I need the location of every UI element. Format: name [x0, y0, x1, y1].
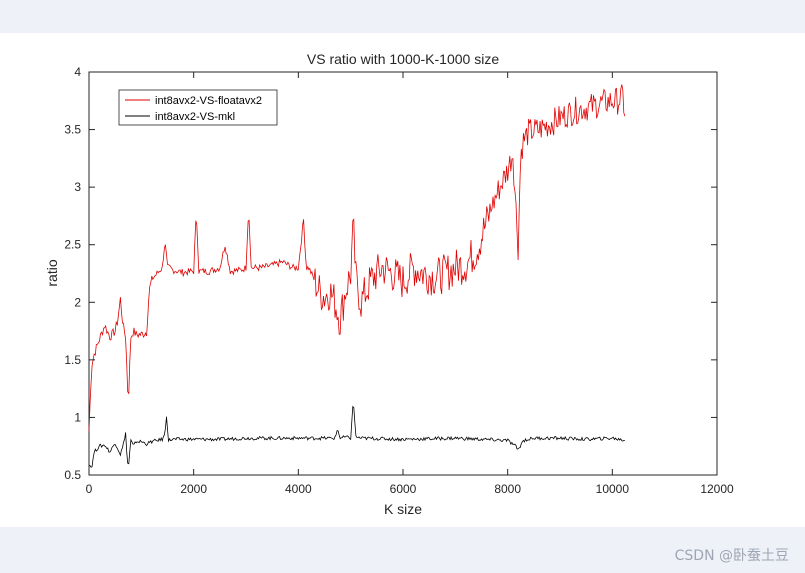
y-tick-label: 1.5	[64, 353, 81, 367]
figure: 0 2000 4000 6000 8000 10000 12000 0.5 1 1.5 2 2.5 3 3…	[0, 33, 805, 527]
y-tick-label: 2	[74, 295, 81, 309]
series-line-2	[88, 405, 626, 468]
y-tick-label: 4	[74, 65, 81, 79]
y-tick-label: 2.5	[64, 238, 81, 252]
chart-title: VS ratio with 1000-K-1000 size	[307, 51, 499, 67]
y-axis-label: ratio	[44, 259, 60, 286]
x-tick-label: 12000	[700, 482, 734, 496]
x-tick-label: 0	[86, 482, 93, 496]
y-tick-label: 0.5	[64, 468, 81, 482]
legend-label-series-2: int8avx2-VS-mkl	[155, 111, 235, 123]
line-chart: 0 2000 4000 6000 8000 10000 12000 0.5 1 1.5 2 2.5 3 3…	[44, 51, 734, 517]
ticks-layer: 0 2000 4000 6000 8000 10000 12000 0.5 1 1.5 2 2.5 3 3…	[64, 65, 734, 496]
y-tick-label: 1	[74, 410, 81, 424]
watermark: CSDN @卧蚕土豆	[674, 548, 789, 564]
x-tick-label: 2000	[180, 482, 207, 496]
y-tick-label: 3	[74, 180, 81, 194]
x-tick-label: 6000	[390, 482, 417, 496]
series-layer	[88, 84, 626, 468]
x-tick-label: 10000	[596, 482, 630, 496]
legend-box	[118, 89, 278, 126]
y-tick-label: 3.5	[64, 123, 81, 137]
x-tick-label: 4000	[285, 482, 312, 496]
legend-label-series-1: int8avx2-VS-floatavx2	[155, 95, 262, 107]
x-tick-label: 8000	[494, 482, 521, 496]
x-axis-label: K size	[384, 501, 422, 517]
series-line-1	[88, 84, 626, 432]
legend: int8avx2-VS-floatavx2 int8avx2-VS-mkl	[118, 89, 278, 126]
